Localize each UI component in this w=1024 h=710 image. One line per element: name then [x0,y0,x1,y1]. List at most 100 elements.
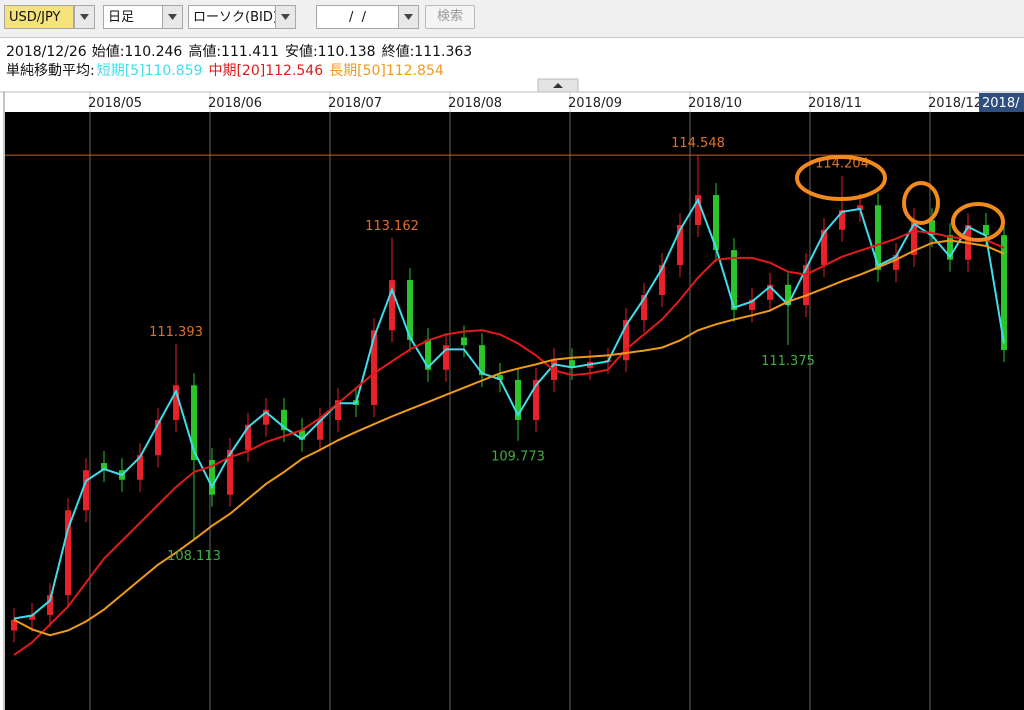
candle-body [515,379,521,420]
date-input[interactable]: / / [316,5,399,29]
candle-body [281,409,287,431]
arrow-icon [404,14,413,20]
style-dropdown[interactable] [275,5,296,29]
candle-body [587,361,593,368]
ohlc-label: 終値: [381,44,415,60]
high-label: 111.393 [149,325,203,340]
candle-body [119,470,125,480]
ohlc-field: 終値:111.363 [382,44,473,60]
candle-body [839,210,845,230]
candle-body [245,424,251,450]
arrow-icon [281,14,290,20]
highlight-circle [795,155,887,201]
candle-body [821,229,827,266]
ma-legend: 中期[20]112.546 [208,63,323,79]
period-select[interactable]: 日足 [103,5,163,29]
candle-body [65,510,71,596]
candle-body [677,225,683,266]
ma-legend: 長期[50]112.854 [329,63,444,79]
plot-area [5,112,1024,710]
x-tick-label: 2018/06 [208,96,262,111]
candle-body [551,360,557,380]
candle-body [353,400,359,406]
pair-select[interactable]: USD/JPY [4,5,74,29]
candle-body [317,419,323,440]
candle-body [47,595,53,615]
candle-body [137,455,143,480]
collapse-button[interactable] [537,78,579,93]
ma-name: 中期[20] [208,63,266,79]
candle-body [425,339,431,370]
candle-body [173,385,179,420]
date: 2018/12/26 [6,44,87,60]
candle-body [695,195,701,226]
arrow-icon [80,14,89,20]
high-label: 113.162 [365,219,419,234]
candle-body [371,330,377,406]
cursor-box [979,93,1024,112]
candle-body [785,284,791,306]
grid [89,112,931,710]
date-dropdown[interactable] [398,5,419,29]
low-label: 109.773 [491,450,545,465]
candle-body [263,409,269,425]
ohlc-field: 高値:111.411 [188,44,279,60]
candle-body [569,360,575,368]
x-tick-label: 2018/10 [688,96,742,111]
x-tick-label: 2018/05 [88,96,142,111]
pair-dropdown[interactable] [74,5,95,29]
ohlc-value: 111.411 [221,44,279,60]
candle-body [911,220,917,255]
cursor-label: 2018/ [982,96,1020,111]
style-select[interactable]: ローソク(BID) [188,5,278,29]
highlight-circle [902,181,940,225]
info-panel: 2018/12/26 始値:110.246 高値:111.411 安値:110.138… [0,38,1024,92]
candle-body [857,205,863,211]
candle-body [335,400,341,420]
arrow-icon [168,14,177,20]
ohlc-row: 2018/12/26 始値:110.246 高値:111.411 安値:110.138… [6,41,478,61]
x-tick-label: 2018/12 [928,96,982,111]
candle-body [965,225,971,260]
candle-body [767,284,773,300]
high-label: 114.548 [671,136,725,151]
ma-title: 単純移動平均: [6,63,95,79]
candle-body [227,449,233,495]
search-button[interactable]: 検索 [425,5,475,29]
candle-body [479,345,485,376]
candle-body [209,460,215,495]
toolbar: USD/JPY 日足 ローソク(BID) / / 検索 [0,0,1024,38]
price-labels: 111.393 113.162 114.548 114.204 108.113 109.7… [5,136,1024,564]
ohlc-value: 111.363 [414,44,473,60]
low-label: 111.375 [761,354,815,369]
candle-body [1001,235,1007,351]
axis-band [0,92,1024,112]
candle-body [155,419,161,456]
candle-body [533,379,539,420]
candle-body [929,220,935,236]
ma-lines [13,197,1005,656]
highlight-circle [951,202,1005,242]
candle-body [299,430,305,440]
x-tick-label: 2018/08 [448,96,502,111]
ohlc-field: 安値:110.138 [285,44,376,60]
candle-body [983,225,989,236]
ma-value: 112.854 [385,63,444,79]
period-dropdown[interactable] [162,5,183,29]
x-tick-label: 2018/11 [808,96,862,111]
ohlc-label: 始値: [91,44,125,60]
candle-body [191,385,197,461]
candle-body [605,360,611,362]
ma-line [13,197,1005,620]
x-tick-label: 2018/09 [568,96,622,111]
candles [11,155,1007,643]
candle-body [11,619,17,631]
x-tick-label: 2018/07 [328,96,382,111]
candle-body [713,195,719,251]
ma-value: 110.859 [144,63,203,79]
candle-body [623,320,629,361]
candle-body [749,299,755,310]
candle-body [29,614,35,620]
ma-value: 112.546 [265,63,324,79]
